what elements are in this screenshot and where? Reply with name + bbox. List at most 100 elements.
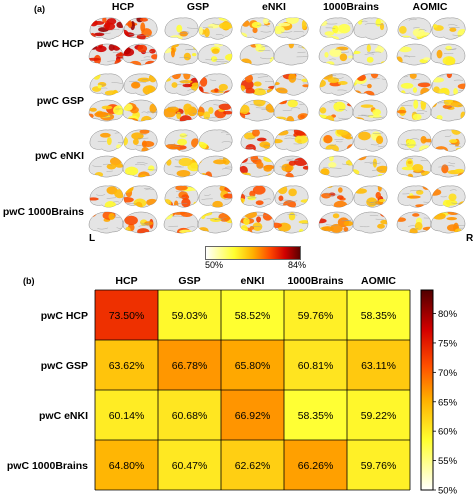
- brain-sulcus: [285, 135, 296, 137]
- brain-map-cell: [163, 185, 233, 234]
- brain-activation-patch: [223, 90, 233, 96]
- panel-a-row-pwc-enki: pwC eNKI: [34, 150, 84, 162]
- brain-activation-patch: [240, 85, 246, 92]
- brain-activation-patch: [407, 173, 414, 178]
- brain-activation-patch: [319, 107, 327, 114]
- brain-sulcus: [329, 167, 342, 169]
- brain-sulcus: [168, 225, 179, 227]
- brain-activation-patch: [218, 22, 233, 30]
- heatmap-cell-value: 59.76%: [298, 310, 334, 322]
- brain-activation-patch: [127, 20, 133, 28]
- brain-activation-patch: [136, 34, 146, 40]
- brain-sulcus: [338, 117, 349, 120]
- brain-sulcus: [361, 20, 368, 23]
- brain-activation-patch: [412, 163, 424, 172]
- brain-activation-patch: [288, 44, 294, 49]
- brain-activation-patch: [265, 103, 274, 113]
- brain-activation-patch: [281, 163, 294, 172]
- brain-activation-patch: [256, 137, 267, 142]
- brain-activation-patch: [171, 82, 178, 88]
- brain-map-cell: [163, 73, 233, 122]
- brain-activation-patch: [438, 87, 450, 96]
- brain-activation-patch: [243, 212, 257, 219]
- brain-sulcus: [449, 143, 461, 145]
- brain-activation-patch: [251, 21, 262, 28]
- brain-sulcus: [403, 55, 410, 58]
- brain-sulcus: [329, 101, 338, 103]
- panel-a-colorbar: [205, 246, 301, 260]
- brain-activation-patch: [420, 135, 427, 144]
- brain-sulcus: [204, 194, 211, 196]
- heatmap-cell-value: 64.80%: [109, 460, 145, 472]
- brain-sulcus: [451, 202, 462, 204]
- heatmap-cell: [284, 440, 347, 490]
- brain-activation-patch: [379, 212, 387, 217]
- brain-sulcus: [214, 219, 225, 222]
- brain-sulcus: [140, 59, 151, 61]
- brain-activation-patch: [445, 199, 458, 206]
- brain-sulcus: [423, 200, 432, 203]
- brain-activation-patch: [113, 105, 123, 116]
- brain-activation-patch: [423, 57, 431, 61]
- brain-sulcus: [99, 84, 106, 86]
- colorbar-tick-label: 50%: [438, 486, 458, 496]
- brain-sulcus: [296, 56, 308, 58]
- brain-sulcus: [282, 109, 293, 111]
- brain-activation-patch: [193, 44, 198, 50]
- brain-map-cell: [318, 185, 388, 234]
- brain-activation-patch: [175, 185, 188, 191]
- brain-sulcus: [205, 116, 218, 119]
- brain-sulcus: [337, 89, 347, 92]
- brain-map-cell: [239, 17, 309, 66]
- panel-a-col-enki: eNKI: [262, 1, 286, 13]
- heatmap-row-label: pwC 1000Brains: [7, 460, 88, 472]
- panel-a-colorbar-min: 50%: [205, 260, 224, 270]
- brain-activation-patch: [370, 73, 379, 79]
- brain-activation-patch: [458, 201, 466, 208]
- heatmap-col-label: 1000Brains: [287, 275, 343, 287]
- brain-activation-patch: [141, 146, 149, 152]
- brain-activation-patch: [412, 213, 420, 217]
- brain-activation-patch: [294, 135, 308, 144]
- heatmap-cell-value: 73.50%: [109, 310, 145, 322]
- brain-sulcus: [333, 77, 344, 79]
- brain-sulcus: [187, 27, 199, 29]
- brain-activation-patch: [218, 103, 232, 111]
- brain-activation-patch: [204, 27, 210, 38]
- brain-activation-patch: [89, 57, 101, 61]
- brain-activation-patch: [263, 165, 273, 172]
- heatmap-col-label: eNKI: [241, 275, 265, 287]
- brain-sulcus: [136, 162, 148, 164]
- brain-activation-patch: [400, 82, 414, 89]
- brain-sulcus: [447, 24, 458, 26]
- brain-map-cell: [239, 129, 309, 178]
- brain-sulcus: [213, 59, 224, 61]
- brain-activation-patch: [106, 137, 112, 146]
- brain-sulcus: [145, 188, 156, 191]
- heatmap-cell-value: 60.81%: [298, 360, 334, 372]
- brain-activation-patch: [401, 166, 416, 171]
- brain-activation-patch: [137, 77, 151, 83]
- brain-activation-patch: [139, 129, 150, 134]
- brain-activation-patch: [108, 44, 115, 51]
- brain-sulcus: [404, 144, 417, 146]
- brain-sulcus: [179, 57, 192, 59]
- brain-activation-patch: [424, 91, 432, 96]
- brain-activation-patch: [337, 187, 343, 193]
- heatmap-col-label: HCP: [115, 275, 137, 287]
- brain-activation-patch: [302, 84, 309, 88]
- brain-activation-patch: [190, 82, 199, 91]
- brain-activation-patch: [336, 195, 344, 200]
- brain-activation-patch: [353, 90, 362, 96]
- brain-activation-patch: [256, 161, 264, 169]
- brain-sulcus: [192, 112, 198, 115]
- brain-activation-patch: [442, 104, 453, 109]
- brain-sulcus: [372, 132, 384, 134]
- brain-sulcus: [412, 112, 425, 114]
- brain-sulcus: [112, 51, 120, 54]
- brain-activation-patch: [442, 56, 456, 66]
- brain-activation-patch: [274, 138, 283, 144]
- brain-activation-patch: [252, 27, 258, 34]
- brain-sulcus: [418, 29, 427, 31]
- brain-activation-patch: [357, 17, 363, 25]
